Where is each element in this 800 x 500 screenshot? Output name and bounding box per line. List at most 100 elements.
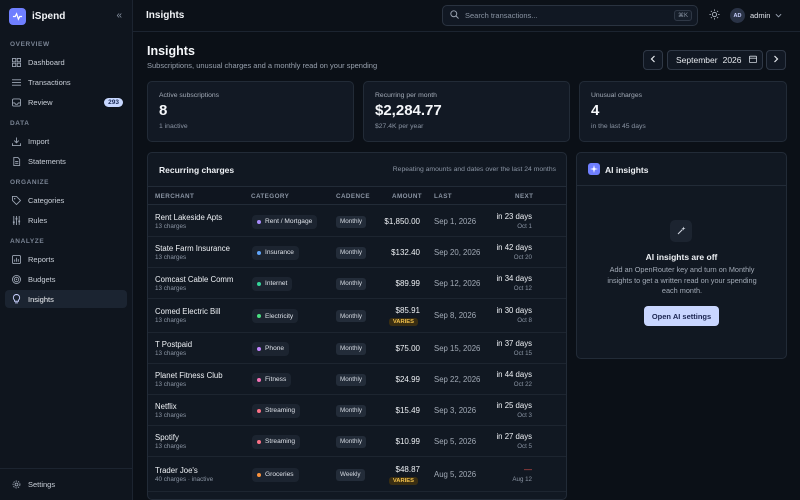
table-row[interactable]: Rent Lakeside Apts 13 charges Rent / Mortg… xyxy=(148,206,566,237)
sidebar-item-budgets[interactable]: Budgets xyxy=(5,270,127,288)
sidebar-item-insights[interactable]: Insights xyxy=(5,290,127,308)
category-chip: Phone xyxy=(252,341,290,356)
stat-card-recurring-per-month: Recurring per month $2,284.77 $27.4K per… xyxy=(363,81,570,142)
amount: $24.99 xyxy=(395,374,420,384)
last-charge-date: Sep 8, 2026 xyxy=(434,311,477,320)
stat-label: Recurring per month xyxy=(375,92,437,99)
next-month-button[interactable] xyxy=(766,50,786,70)
charge-count: 13 charges xyxy=(155,442,187,450)
prev-month-button[interactable] xyxy=(643,50,663,70)
last-charge-date: Sep 12, 2026 xyxy=(434,278,481,288)
open-ai-settings-button[interactable]: Open AI settings xyxy=(644,306,719,326)
category-chip: Groceries xyxy=(252,467,299,482)
charge-count: 40 charges · inactive xyxy=(155,475,214,483)
next-charge-date: Oct 20 xyxy=(513,253,532,261)
category-label: Streaming xyxy=(265,407,296,414)
gear-icon xyxy=(11,479,21,489)
last-charge-date: Sep 22, 2026 xyxy=(434,374,481,384)
section-overview: OVERVIEW xyxy=(10,41,50,48)
category-color-dot xyxy=(257,439,261,444)
category-color-dot xyxy=(257,377,261,382)
sidebar-item-statements[interactable]: Statements xyxy=(5,152,127,170)
table-row[interactable]: Trader Joe's 40 charges · inactive Groceri… xyxy=(148,457,566,492)
table-row[interactable]: State Farm Insurance 13 charges Insurance M… xyxy=(148,237,566,268)
charge-count: 13 charges xyxy=(155,380,187,388)
merchant-name: Rent Lakeside Apts xyxy=(155,212,223,222)
merchant-name: Netflix xyxy=(155,401,177,411)
sidebar-item-transactions[interactable]: Transactions xyxy=(5,73,127,91)
username: admin xyxy=(750,11,771,20)
table-row[interactable]: Spotify 13 charges Streaming Monthly $10.99 S… xyxy=(148,426,566,457)
sidebar-item-label: Budgets xyxy=(28,274,56,284)
column-amount[interactable]: AMOUNT xyxy=(392,193,423,200)
cadence-badge: Monthly xyxy=(336,435,367,448)
review-count-badge: 293 xyxy=(104,97,123,107)
stat-card-active-subscriptions: Active subscriptions 8 1 inactive xyxy=(147,81,354,142)
table-header: MERCHANT CATEGORY CADENCE AMOUNT LAST NE… xyxy=(148,186,566,205)
table-row[interactable]: Comed Electric Bill 13 charges Electricity… xyxy=(148,299,566,333)
stat-card-unusual-charges: Unusual charges 4 in the last 45 days xyxy=(579,81,787,142)
sidebar-item-categories[interactable]: Categories xyxy=(5,191,127,209)
search-box[interactable]: ⌘K xyxy=(442,5,698,26)
sidebar-item-dashboard[interactable]: Dashboard xyxy=(5,53,127,71)
sidebar-item-label: Categories xyxy=(28,195,65,205)
sidebar-item-label: Insights xyxy=(28,294,54,304)
column-merchant[interactable]: MERCHANT xyxy=(155,193,195,200)
next-charge-date: Oct 5 xyxy=(517,442,532,450)
inbox-icon xyxy=(11,97,21,107)
sidebar-item-label: Import xyxy=(28,136,50,146)
chevron-down-icon xyxy=(775,11,782,20)
stat-note: in the last 45 days xyxy=(591,123,646,130)
table-row[interactable]: T Postpaid 13 charges Phone Monthly $75.00 Se… xyxy=(148,333,566,364)
user-menu[interactable]: AD admin xyxy=(730,8,782,23)
table-row[interactable]: Planet Fitness Club 13 charges Fitness Mont… xyxy=(148,364,566,395)
next-charge-date: Aug 12 xyxy=(512,475,532,483)
sidebar-item-rules[interactable]: Rules xyxy=(5,211,127,229)
sidebar-item-reports[interactable]: Reports xyxy=(5,250,127,268)
table-row[interactable]: Comcast Cable Comm 13 charges Internet Mont… xyxy=(148,268,566,299)
sidebar-item-settings[interactable]: Settings xyxy=(5,475,127,493)
column-category[interactable]: CATEGORY xyxy=(251,193,290,200)
next-charge-relative: in 44 days xyxy=(496,369,532,379)
category-color-dot xyxy=(257,472,261,477)
sidebar-item-label: Reports xyxy=(28,254,55,264)
sidebar-item-label: Dashboard xyxy=(28,57,65,67)
next-charge-date: Oct 15 xyxy=(513,349,532,357)
column-next[interactable]: NEXT xyxy=(515,193,534,200)
table-row[interactable]: Netflix 13 charges Streaming Monthly $15.49 S… xyxy=(148,395,566,426)
next-charge-relative: in 34 days xyxy=(496,273,532,283)
last-charge-date: Sep 15, 2026 xyxy=(434,343,481,353)
category-chip: Insurance xyxy=(252,245,299,260)
merchant-name: Planet Fitness Club xyxy=(155,370,223,380)
next-charge-date: Oct 1 xyxy=(517,222,532,230)
next-charge-relative: in 27 days xyxy=(496,431,532,441)
next-charge-date: Oct 8 xyxy=(517,317,532,324)
last-charge-date: Aug 5, 2026 xyxy=(434,469,477,479)
stat-note: $27.4K per year xyxy=(375,123,424,130)
category-label: Fitness xyxy=(265,376,287,383)
charge-count: 13 charges xyxy=(155,253,187,261)
brand[interactable]: iSpend xyxy=(9,7,65,25)
sun-icon[interactable] xyxy=(709,9,720,22)
last-charge-date: Sep 1, 2026 xyxy=(434,216,477,226)
amount: $132.40 xyxy=(391,247,420,257)
panel-divider xyxy=(577,185,786,186)
category-color-dot xyxy=(257,346,261,351)
column-last[interactable]: LAST xyxy=(434,193,453,200)
category-color-dot xyxy=(257,281,261,286)
amount: $15.49 xyxy=(395,405,420,415)
next-charge-relative: in 42 days xyxy=(496,242,532,252)
column-cadence[interactable]: CADENCE xyxy=(336,193,370,200)
sidebar-item-import[interactable]: Import xyxy=(5,132,127,150)
sidebar-item-review[interactable]: Review 293 xyxy=(5,93,127,111)
cadence-badge: Weekly xyxy=(336,468,365,481)
sidebar-item-label: Transactions xyxy=(28,77,71,87)
category-chip: Internet xyxy=(252,276,293,291)
month-picker[interactable]: September 2026 xyxy=(667,50,763,70)
merchant-name: State Farm Insurance xyxy=(155,243,230,253)
collapse-sidebar-icon[interactable]: « xyxy=(116,10,122,21)
search-input[interactable] xyxy=(465,11,665,20)
charge-count: 13 charges xyxy=(155,349,187,357)
panel-title: AI insights xyxy=(605,165,649,175)
month-label: September xyxy=(676,55,718,65)
